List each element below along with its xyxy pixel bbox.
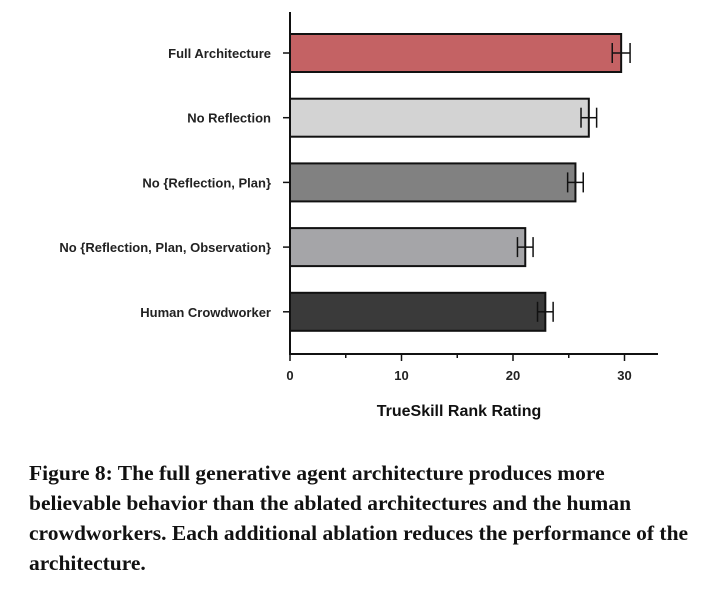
bar [289, 227, 527, 268]
bar [289, 33, 623, 73]
category-labels-layer: Full Architecture No Reflection No {Reflec… [59, 46, 271, 320]
figure-caption: Figure 8: The full generative agent arch… [29, 461, 689, 575]
bar [289, 291, 547, 332]
bar [289, 162, 577, 203]
category-label: No {Reflection, Plan, Observation} [59, 240, 271, 255]
x-tick-label: 0 [286, 368, 293, 383]
bars-layer [289, 33, 623, 332]
x-tick-label: 10 [394, 368, 408, 383]
bar [289, 97, 590, 138]
axes-layer [283, 12, 658, 361]
tick-labels-layer: 0 10 20 30 [286, 368, 631, 383]
x-tick-label: 30 [617, 368, 631, 383]
bar-chart: Full Architecture No Reflection No {Reflec… [59, 12, 658, 420]
category-label: No {Reflection, Plan} [142, 175, 271, 190]
category-label: Full Architecture [168, 46, 271, 61]
error-bars-layer [516, 43, 631, 322]
x-tick-label: 20 [506, 368, 520, 383]
category-label: Human Crowdworker [140, 305, 271, 320]
category-label: No Reflection [187, 111, 271, 126]
x-axis-title: TrueSkill Rank Rating [377, 403, 541, 420]
